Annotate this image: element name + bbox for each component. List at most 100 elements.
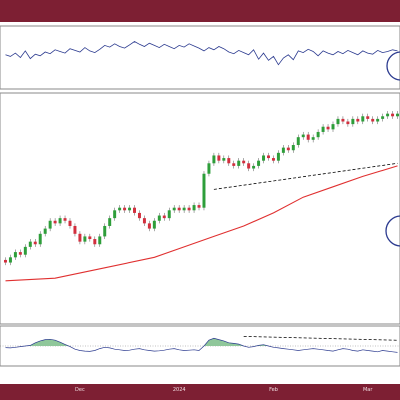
candle-body <box>356 118 360 122</box>
candle-body <box>78 233 82 242</box>
candle-body <box>63 218 67 221</box>
lower-oscillator <box>0 336 400 353</box>
candle-body <box>291 145 295 151</box>
candle-body <box>43 228 47 234</box>
candle-body <box>237 160 241 166</box>
candle-body <box>391 113 395 117</box>
candle-body <box>137 212 141 219</box>
candle-body <box>281 147 285 153</box>
candle-body <box>271 158 275 161</box>
candle-body <box>351 118 355 125</box>
candle-body <box>187 207 191 211</box>
candle-body <box>73 225 77 234</box>
candle-body <box>18 252 22 255</box>
candle-body <box>68 220 72 226</box>
candle-body <box>13 252 17 258</box>
candle-body <box>222 158 226 161</box>
candle-body <box>207 163 211 174</box>
candle-body <box>217 155 221 161</box>
highlight-circle-price <box>385 215 400 247</box>
candle-body <box>276 152 280 161</box>
upper-oscillator <box>5 41 398 66</box>
candle-body <box>331 124 335 130</box>
candle-body <box>267 155 270 159</box>
candle-body <box>346 121 350 125</box>
x-axis-ticks: Dec 2024 Feb Mar <box>75 387 373 393</box>
trendline <box>213 162 398 190</box>
x-tick-label-dec: Dec <box>75 387 85 393</box>
candle-body <box>286 147 290 151</box>
x-tick-label-2024: 2024 <box>173 387 186 393</box>
top-frame-bar <box>0 0 400 22</box>
candle-body <box>396 113 400 117</box>
candle-body <box>142 218 146 224</box>
candle-body <box>376 118 380 122</box>
candle-body <box>113 210 117 219</box>
candle-body <box>262 155 266 161</box>
x-tick-label-mar: Mar <box>363 387 373 393</box>
candle-body <box>197 205 201 208</box>
candle-body <box>252 165 256 169</box>
candle-body <box>147 223 151 229</box>
moving-average-line <box>5 165 398 282</box>
lower-dashed-trendline <box>243 336 398 341</box>
candle-body <box>28 241 32 247</box>
candle-body <box>98 236 102 245</box>
candle-body <box>167 210 171 219</box>
candle-body <box>301 134 305 138</box>
lower-oscillator-line <box>5 337 398 353</box>
highlight-circle-upper <box>386 51 400 81</box>
candle-body <box>386 113 390 117</box>
candle-body <box>3 259 7 263</box>
candle-body <box>296 137 300 146</box>
candle-body <box>93 239 97 245</box>
upper-oscillator-line <box>5 41 398 66</box>
candle-body <box>371 118 375 122</box>
candle-body <box>247 163 251 169</box>
candle-body <box>182 207 186 211</box>
candle-body <box>58 218 62 224</box>
candle-body <box>8 257 12 263</box>
candle-body <box>152 220 156 229</box>
candle-body <box>133 207 136 213</box>
candle-body <box>162 215 166 219</box>
candle-body <box>227 158 231 164</box>
candle-body <box>361 116 365 122</box>
candle-body <box>306 134 310 140</box>
candle-body <box>212 155 216 164</box>
candle-body <box>336 118 340 125</box>
candle-body <box>38 233 42 245</box>
candle-body <box>366 116 370 119</box>
candle-body <box>103 225 107 237</box>
candle-body <box>381 116 385 119</box>
candle-body <box>326 126 330 130</box>
candle-body <box>242 160 246 164</box>
bottom-frame-bar <box>0 384 400 400</box>
candlesticks <box>3 111 400 266</box>
candle-body <box>48 220 52 229</box>
candle-body <box>316 131 320 138</box>
candle-body <box>118 207 122 211</box>
candle-body <box>341 118 345 122</box>
candle-body <box>157 215 161 221</box>
x-tick-label-feb: Feb <box>269 387 278 393</box>
candle-body <box>33 241 37 245</box>
candle-body <box>202 173 206 208</box>
candle-body <box>232 163 236 166</box>
lower-oscillator-fill <box>5 338 398 346</box>
candle-body <box>128 207 132 211</box>
candle-body <box>257 160 261 166</box>
candle-body <box>123 207 127 211</box>
candle-body <box>177 207 181 211</box>
candle-body <box>311 137 315 140</box>
candle-body <box>53 220 57 224</box>
candle-body <box>321 126 325 132</box>
candle-body <box>172 207 176 211</box>
upper-indicator-panel <box>0 25 400 90</box>
candle-body <box>108 218 112 226</box>
candle-body <box>88 236 92 240</box>
price-panel <box>0 92 400 325</box>
candle-body <box>192 205 196 211</box>
candle-body <box>83 236 87 242</box>
